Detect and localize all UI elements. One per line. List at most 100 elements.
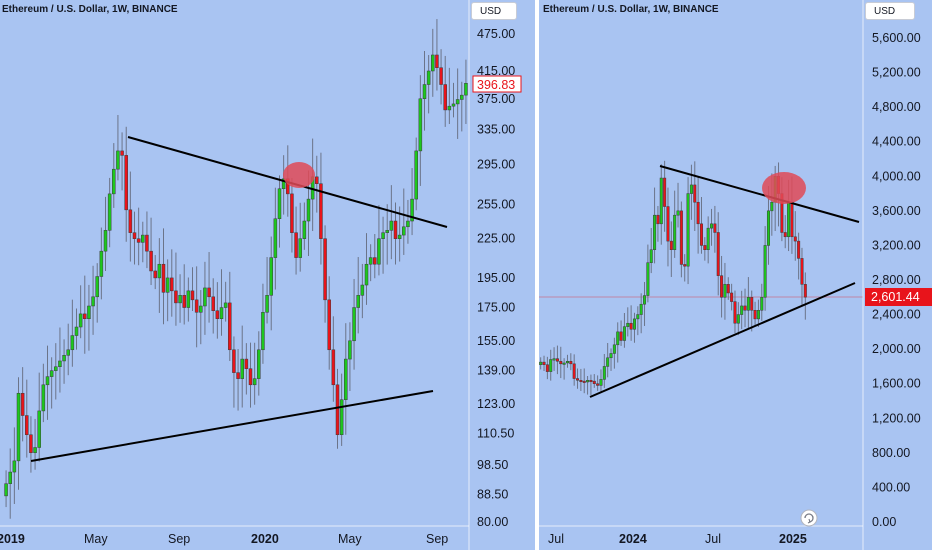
candle[interactable] — [145, 234, 149, 252]
right-lower-trendline[interactable] — [589, 282, 856, 398]
candle[interactable] — [619, 331, 623, 341]
candle[interactable] — [33, 447, 37, 454]
candle[interactable] — [49, 370, 54, 377]
candle[interactable] — [542, 361, 546, 365]
candle[interactable] — [622, 326, 626, 341]
candle[interactable] — [70, 335, 75, 351]
candle[interactable] — [586, 380, 590, 383]
candle[interactable] — [377, 238, 381, 265]
candle[interactable] — [323, 238, 327, 301]
candle[interactable] — [240, 358, 244, 379]
candle[interactable] — [393, 220, 398, 239]
candle[interactable] — [418, 98, 423, 152]
left-currency-button[interactable]: USD — [471, 2, 517, 20]
candle[interactable] — [555, 358, 559, 362]
candle[interactable] — [327, 299, 331, 351]
candle[interactable] — [696, 201, 700, 225]
candle[interactable] — [464, 83, 468, 96]
candle[interactable] — [596, 383, 600, 386]
candle[interactable] — [632, 318, 636, 330]
candle[interactable] — [589, 380, 593, 383]
candle[interactable] — [703, 245, 707, 251]
candle[interactable] — [120, 150, 124, 156]
candle[interactable] — [170, 277, 174, 292]
candle[interactable] — [602, 366, 606, 380]
right-upper-trendline[interactable] — [659, 165, 860, 223]
candle[interactable] — [178, 295, 182, 304]
candle[interactable] — [545, 364, 549, 372]
candle[interactable] — [136, 238, 141, 243]
candle[interactable] — [790, 201, 794, 238]
candle[interactable] — [194, 299, 199, 313]
candle[interactable] — [756, 310, 760, 320]
candle[interactable] — [315, 176, 319, 184]
candle[interactable] — [58, 360, 62, 367]
candle[interactable] — [74, 326, 79, 336]
candle[interactable] — [649, 249, 653, 263]
candle[interactable] — [414, 150, 418, 200]
candle[interactable] — [228, 302, 232, 351]
candle[interactable] — [733, 301, 737, 324]
candle[interactable] — [559, 360, 563, 365]
candle[interactable] — [37, 410, 41, 448]
candle[interactable] — [599, 379, 603, 386]
candle[interactable] — [128, 209, 133, 233]
replay-icon[interactable] — [800, 509, 818, 527]
candle[interactable] — [165, 277, 170, 293]
candle[interactable] — [787, 201, 791, 238]
candle[interactable] — [730, 292, 734, 302]
candle[interactable] — [186, 290, 191, 308]
candle[interactable] — [112, 168, 116, 195]
candle[interactable] — [25, 415, 29, 436]
candle[interactable] — [298, 238, 302, 258]
candle[interactable] — [16, 392, 21, 462]
candle[interactable] — [273, 218, 278, 258]
candle[interactable] — [539, 361, 543, 365]
candle[interactable] — [699, 223, 703, 246]
candle[interactable] — [360, 284, 365, 296]
candle[interactable] — [211, 296, 215, 311]
left-chart-panel[interactable]: 475.00 415.00 375.00 335.00 295.00 255.00 225.… — [0, 0, 535, 550]
candle[interactable] — [552, 358, 556, 361]
candle[interactable] — [455, 99, 460, 105]
candle[interactable] — [629, 322, 633, 330]
candle[interactable] — [116, 150, 120, 170]
candle[interactable] — [248, 368, 253, 386]
candle[interactable] — [207, 287, 211, 298]
candle[interactable] — [199, 305, 203, 313]
candle[interactable] — [750, 297, 754, 311]
candle[interactable] — [62, 355, 66, 362]
candle[interactable] — [736, 314, 740, 324]
candle[interactable] — [45, 376, 50, 386]
candle[interactable] — [740, 305, 744, 315]
candle[interactable] — [12, 460, 17, 473]
candle[interactable] — [356, 295, 360, 308]
candle[interactable] — [576, 378, 580, 381]
candle[interactable] — [800, 258, 804, 285]
candle[interactable] — [389, 220, 394, 231]
candle[interactable] — [236, 372, 240, 379]
candle[interactable] — [339, 399, 344, 436]
candle[interactable] — [344, 358, 348, 400]
candle[interactable] — [562, 362, 566, 365]
candle[interactable] — [460, 94, 464, 100]
candle[interactable] — [422, 84, 427, 100]
candle[interactable] — [352, 307, 356, 342]
left-chart-canvas[interactable]: 475.00 415.00 375.00 335.00 295.00 255.00 225.… — [0, 0, 535, 550]
candle[interactable] — [689, 184, 693, 194]
candle[interactable] — [666, 206, 670, 242]
candle[interactable] — [669, 240, 673, 251]
candle[interactable] — [252, 378, 257, 386]
candle[interactable] — [215, 310, 220, 319]
candle[interactable] — [451, 103, 456, 107]
candle[interactable] — [406, 220, 410, 228]
candle[interactable] — [783, 232, 787, 238]
candle[interactable] — [364, 263, 369, 286]
candle[interactable] — [746, 297, 750, 311]
candle[interactable] — [232, 349, 236, 373]
candle[interactable] — [294, 232, 298, 258]
candle[interactable] — [653, 214, 657, 251]
candle[interactable] — [410, 198, 414, 222]
candle[interactable] — [656, 214, 660, 225]
candle[interactable] — [723, 284, 727, 298]
